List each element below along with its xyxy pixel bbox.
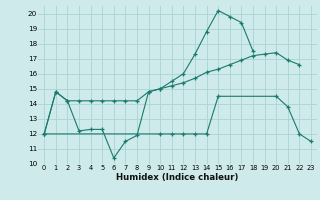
X-axis label: Humidex (Indice chaleur): Humidex (Indice chaleur) [116,173,239,182]
